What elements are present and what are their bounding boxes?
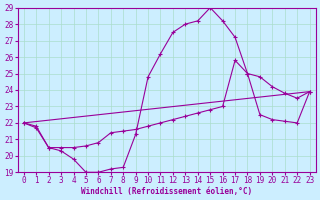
X-axis label: Windchill (Refroidissement éolien,°C): Windchill (Refroidissement éolien,°C): [81, 187, 252, 196]
